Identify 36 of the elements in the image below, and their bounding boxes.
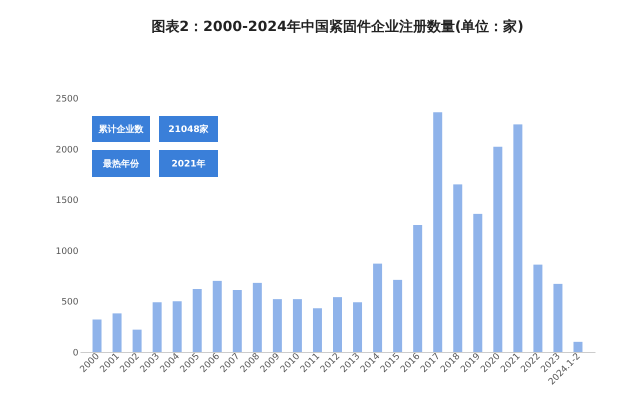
- y-tick-label: 0: [72, 348, 79, 358]
- chart-title: 图表2：2000-2024年中国紧固件企业注册数量(单位：家): [151, 18, 524, 35]
- annotation: 累计企业数: [98, 124, 144, 135]
- bar: [513, 124, 522, 352]
- bar: [272, 299, 282, 352]
- bar: [453, 184, 462, 352]
- y-tick-label: 2500: [56, 94, 79, 104]
- bar: [152, 302, 162, 352]
- bar: [112, 313, 122, 352]
- bar: [232, 290, 242, 352]
- bar: [172, 301, 182, 352]
- bar: [413, 225, 422, 352]
- bar: [353, 302, 362, 352]
- bar: [433, 112, 442, 352]
- bar: [312, 308, 322, 352]
- y-tick-label: 1000: [56, 246, 79, 257]
- bar: [473, 214, 482, 352]
- bar: [553, 284, 562, 352]
- bar: [292, 299, 302, 352]
- y-tick-label: 1500: [56, 196, 79, 206]
- y-tick-label: 500: [61, 298, 79, 308]
- bar: [92, 319, 102, 352]
- bar: [373, 264, 382, 352]
- bar: [333, 297, 342, 352]
- bar: [192, 289, 202, 352]
- y-tick-label: 2000: [56, 145, 79, 156]
- annotation: 2021年: [171, 158, 206, 170]
- annotation: 21048家: [168, 124, 209, 135]
- bar: [252, 282, 262, 352]
- annotation: 最热年份: [102, 158, 140, 170]
- bar: [493, 146, 502, 352]
- bar: [533, 264, 542, 352]
- bar: [393, 280, 402, 352]
- bar: [573, 342, 582, 352]
- bar: [212, 280, 222, 352]
- bar: [132, 330, 142, 352]
